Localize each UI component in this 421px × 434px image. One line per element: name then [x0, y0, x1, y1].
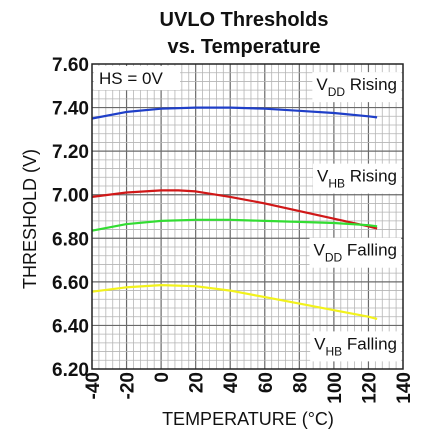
x-tick-label: 100	[325, 372, 346, 404]
x-tick-label: 80	[290, 372, 311, 393]
series-label-text: VDD Falling	[314, 241, 398, 265]
chart-title-line-1: UVLO Thresholds	[160, 9, 329, 31]
series-lines	[91, 106, 378, 320]
y-tick-label: 7.40	[52, 99, 89, 120]
x-tick-label: 60	[256, 372, 277, 393]
series-line	[91, 284, 378, 320]
series-label: VDD Falling	[309, 237, 401, 268]
grid-lines	[92, 64, 403, 369]
y-tick-label: 7.20	[52, 142, 89, 163]
y-tick-label: 6.80	[52, 229, 89, 250]
y-tick-label: 6.40	[52, 316, 89, 337]
series-label-text: VHB Falling	[314, 334, 397, 358]
plot-frame	[91, 63, 404, 370]
x-tick-label: -20	[118, 372, 139, 399]
x-tick-label: 0	[152, 372, 173, 383]
x-tick-label: 20	[187, 372, 208, 393]
annotation-box: HS = 0V	[94, 66, 180, 90]
y-tick-label: 6.20	[52, 360, 89, 381]
y-tick-labels: 6.20 6.40 6.60 6.80 7.00 7.20 7.40 7.60	[52, 55, 89, 381]
series-label: VHB Rising	[313, 163, 401, 194]
series-line	[91, 189, 378, 230]
annotation-background	[94, 66, 180, 90]
x-tick-labels: -40 -20 0 20 40 60 80 100 120 140	[83, 372, 415, 404]
series-line	[91, 106, 378, 120]
chart-title-line-2: vs. Temperature	[167, 36, 320, 58]
series-label-background	[313, 163, 401, 194]
x-tick-label: -40	[83, 372, 104, 399]
y-axis-label: THRESHOLD (V)	[20, 149, 40, 289]
x-axis-label: TEMPERATURE (°C)	[162, 409, 334, 429]
series-label-background	[309, 237, 401, 268]
chart-title: UVLO Thresholds vs. Temperature	[160, 9, 329, 58]
series-labels: VDD Rising VHB Rising VDD Falling VHB Falli…	[309, 72, 401, 362]
x-tick-label: 40	[221, 372, 242, 393]
x-tick-label: 140	[394, 372, 415, 404]
series-line	[91, 218, 378, 232]
y-tick-label: 7.60	[52, 55, 89, 76]
series-label: VHB Falling	[310, 331, 401, 362]
x-tick-label: 120	[359, 372, 380, 404]
series-label-text: VHB Rising	[317, 167, 397, 191]
annotation-text: HS = 0V	[99, 69, 163, 88]
series-label-background	[312, 72, 401, 103]
y-tick-label: 6.60	[52, 273, 89, 294]
y-tick-label: 7.00	[52, 186, 89, 207]
series-label-text: VDD Rising	[316, 75, 397, 99]
series-label-background	[310, 331, 401, 362]
series-label: VDD Rising	[312, 72, 401, 103]
